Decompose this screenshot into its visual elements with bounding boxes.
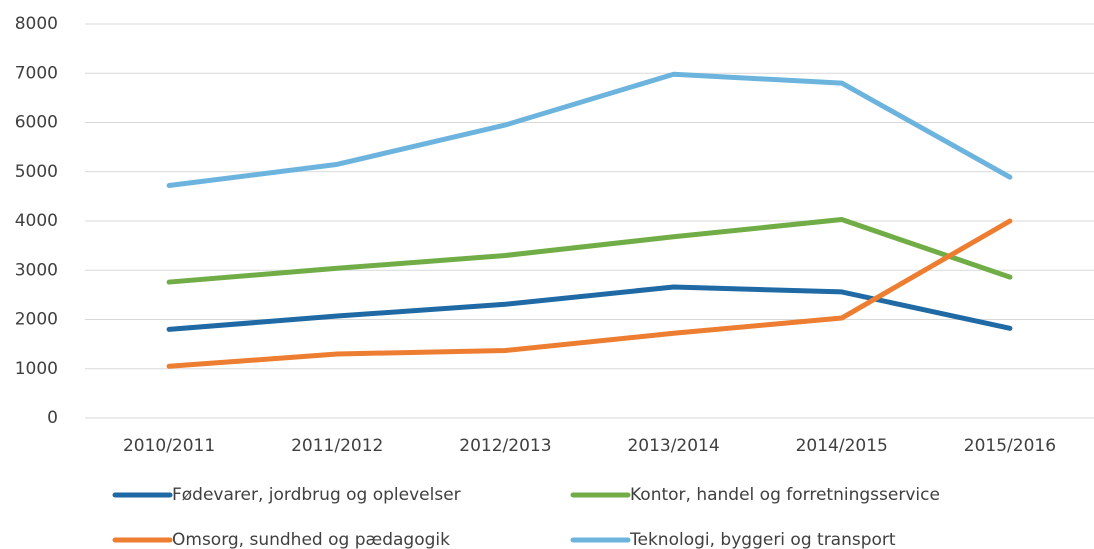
x-tick-label: 2012/2013 [459, 436, 551, 456]
legend-label: Omsorg, sundhed og pædagogik [172, 530, 450, 549]
y-tick-label: 6000 [15, 113, 58, 133]
legend-label: Teknologi, byggeri og transport [629, 530, 896, 549]
y-tick-label: 5000 [15, 162, 58, 182]
y-tick-label: 8000 [15, 14, 58, 34]
x-tick-label: 2010/2011 [123, 436, 215, 456]
series-line [166, 71, 1013, 189]
series-line [166, 217, 1013, 285]
legend-label: Kontor, handel og forretningsservice [630, 485, 940, 505]
x-tick-label: 2015/2016 [964, 436, 1056, 456]
y-tick-label: 3000 [15, 260, 58, 280]
legend-label: Fødevarer, jordbrug og oplevelser [172, 485, 461, 505]
x-tick-label: 2014/2015 [796, 436, 888, 456]
y-tick-label: 2000 [15, 310, 58, 330]
y-tick-label: 7000 [15, 63, 58, 83]
series-line [166, 284, 1013, 332]
y-tick-label: 1000 [15, 359, 58, 379]
y-tick-label: 4000 [15, 211, 58, 231]
y-tick-label: 0 [47, 408, 58, 428]
x-tick-label: 2013/2014 [627, 436, 719, 456]
series-line [166, 218, 1013, 369]
x-tick-label: 2011/2012 [291, 436, 383, 456]
